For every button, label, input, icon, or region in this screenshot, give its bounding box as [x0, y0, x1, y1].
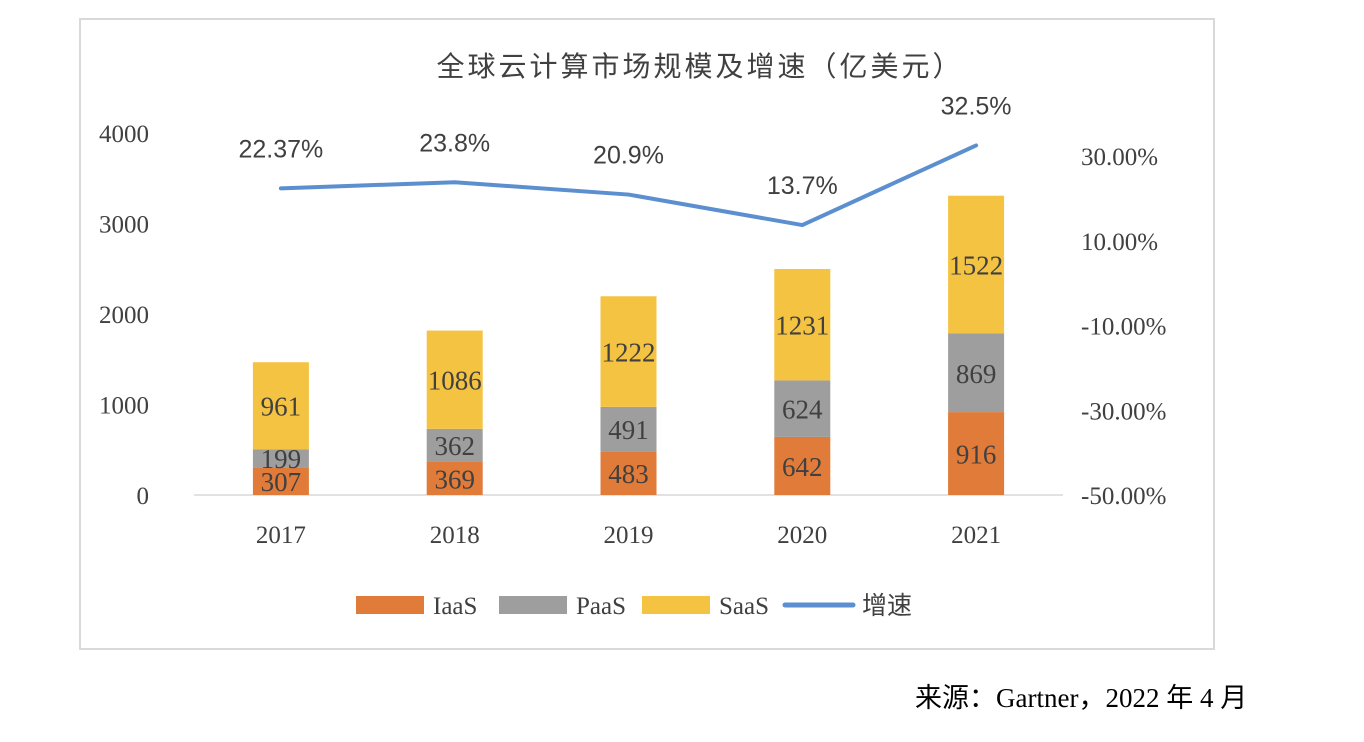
left-axis-tick-label: 0 — [137, 483, 150, 510]
category-label: 2020 — [777, 522, 827, 549]
bar-data-label: 1522 — [949, 251, 1003, 281]
bar-saas — [600, 296, 657, 407]
right-axis-tick-label: -30.00% — [1081, 398, 1166, 425]
bar-iaas — [252, 467, 309, 495]
right-axis-tick-label: 30.00% — [1081, 144, 1158, 171]
bar-iaas — [426, 461, 483, 495]
legend-label: IaaS — [433, 593, 477, 620]
growth-data-label: 20.9% — [593, 142, 664, 170]
chart-frame: 全球云计算市场规模及增速（亿美元） 0 1000 2000 3000 4000 -50.0… — [79, 18, 1215, 650]
bar-paas — [600, 406, 657, 452]
bar-saas — [426, 330, 483, 429]
legend-swatch-saas — [642, 596, 710, 614]
bar-data-label: 916 — [956, 440, 997, 470]
bar-data-label: 369 — [434, 464, 475, 494]
bar-data-label: 869 — [956, 359, 997, 389]
bar-saas — [774, 269, 831, 381]
bar-iaas — [948, 412, 1005, 495]
legend-label: PaaS — [576, 593, 626, 620]
chart-title: 全球云计算市场规模及增速（亿美元） — [436, 50, 963, 83]
bar-paas — [948, 333, 1005, 413]
bar-saas — [948, 195, 1005, 334]
bar-data-label: 362 — [434, 431, 475, 461]
bar-paas — [252, 449, 309, 468]
category-label: 2019 — [604, 522, 654, 549]
bar-saas — [252, 362, 309, 450]
legend-swatch-iaas — [356, 596, 424, 614]
growth-line — [278, 143, 979, 228]
bar-iaas — [600, 451, 657, 495]
left-axis-tick-label: 4000 — [99, 121, 149, 148]
category-label: 2017 — [256, 522, 306, 549]
category-label: 2018 — [430, 522, 480, 549]
bar-paas — [426, 428, 483, 462]
right-axis-tick-label: -10.00% — [1081, 314, 1166, 341]
bar-data-label: 491 — [608, 415, 649, 445]
bar-data-label: 1086 — [428, 366, 482, 396]
legend-label: SaaS — [719, 593, 769, 620]
bar-data-label: 624 — [782, 395, 823, 425]
bar-data-label: 199 — [261, 444, 302, 474]
bar-data-label: 483 — [608, 459, 649, 489]
category-label: 2021 — [951, 522, 1001, 549]
growth-data-label: 32.5% — [941, 92, 1012, 120]
bar-data-label: 1231 — [775, 311, 829, 341]
right-axis-tick-label: -50.00% — [1081, 483, 1166, 510]
left-axis-tick-label: 2000 — [99, 302, 149, 329]
bar-data-label: 961 — [261, 392, 302, 422]
legend-swatch-paas — [499, 596, 567, 614]
legend-label: 增速 — [862, 591, 912, 620]
growth-data-label: 23.8% — [419, 129, 490, 157]
source-note: 来源：Gartner，2022 年 4 月 — [915, 683, 1248, 713]
growth-data-label: 22.37% — [239, 135, 324, 163]
left-axis-tick-label: 1000 — [99, 393, 149, 420]
left-axis-tick-label: 3000 — [99, 212, 149, 239]
growth-data-label: 13.7% — [767, 172, 838, 200]
bar-data-label: 642 — [782, 452, 823, 482]
right-axis-tick-label: 10.00% — [1081, 229, 1158, 256]
chart-svg: 全球云计算市场规模及增速（亿美元） 0 1000 2000 3000 4000 -50.0… — [99, 50, 1166, 620]
bar-data-label: 307 — [261, 467, 302, 497]
bar-iaas — [774, 436, 831, 495]
bar-paas — [774, 380, 831, 437]
bar-data-label: 1222 — [602, 338, 656, 368]
